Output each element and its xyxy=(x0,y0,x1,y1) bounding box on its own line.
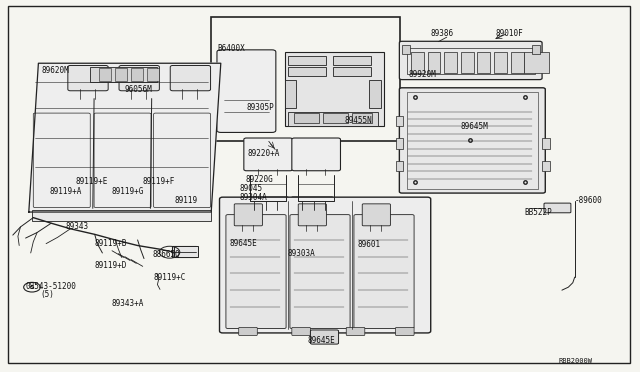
Text: 89119+C: 89119+C xyxy=(154,273,186,282)
Bar xyxy=(333,67,371,76)
Bar xyxy=(172,246,196,257)
Text: 89220G: 89220G xyxy=(245,175,273,184)
Text: 08543-51200: 08543-51200 xyxy=(26,282,76,291)
FancyBboxPatch shape xyxy=(544,203,571,213)
Text: S: S xyxy=(29,285,35,290)
Text: 89343: 89343 xyxy=(66,222,89,231)
Bar xyxy=(511,52,524,73)
Bar xyxy=(99,68,111,81)
Bar xyxy=(524,52,549,73)
Text: 89305P: 89305P xyxy=(246,103,274,112)
FancyBboxPatch shape xyxy=(226,215,286,328)
Bar xyxy=(477,52,490,73)
Bar xyxy=(444,52,457,73)
Bar xyxy=(211,17,400,141)
Bar xyxy=(396,116,403,126)
FancyBboxPatch shape xyxy=(396,327,414,336)
Text: (5): (5) xyxy=(40,290,54,299)
Bar xyxy=(285,52,384,126)
Text: 89620M: 89620M xyxy=(42,66,69,75)
Text: B6400X: B6400X xyxy=(218,44,245,53)
Bar xyxy=(542,161,550,171)
Text: BB522P: BB522P xyxy=(525,208,552,217)
FancyBboxPatch shape xyxy=(290,215,350,328)
Bar xyxy=(285,80,296,108)
FancyBboxPatch shape xyxy=(292,138,340,171)
Bar xyxy=(288,67,326,76)
Text: -89600: -89600 xyxy=(575,196,602,205)
Text: 89119: 89119 xyxy=(174,196,197,205)
Text: 89303A: 89303A xyxy=(288,249,316,258)
Bar xyxy=(402,45,410,54)
Text: 89601: 89601 xyxy=(357,240,380,249)
Text: 96056M: 96056M xyxy=(125,85,152,94)
FancyBboxPatch shape xyxy=(310,330,339,344)
Bar xyxy=(369,80,381,108)
Bar xyxy=(32,210,211,221)
Text: RBB2000W: RBB2000W xyxy=(558,358,592,364)
FancyBboxPatch shape xyxy=(220,197,431,333)
FancyBboxPatch shape xyxy=(68,65,108,91)
Text: 89119+A: 89119+A xyxy=(50,187,83,196)
Bar xyxy=(428,52,440,73)
Bar xyxy=(323,113,348,123)
Text: 89304A: 89304A xyxy=(240,193,268,202)
FancyBboxPatch shape xyxy=(291,197,333,213)
Bar xyxy=(115,68,127,81)
FancyBboxPatch shape xyxy=(399,88,545,193)
Bar xyxy=(407,48,535,74)
Bar xyxy=(396,161,403,171)
FancyBboxPatch shape xyxy=(354,215,414,328)
Text: 89645E: 89645E xyxy=(229,239,257,248)
Bar xyxy=(90,67,157,82)
Bar xyxy=(542,138,550,149)
FancyBboxPatch shape xyxy=(399,41,542,80)
Text: 89455N: 89455N xyxy=(344,116,372,125)
FancyBboxPatch shape xyxy=(298,204,326,226)
Bar xyxy=(532,45,540,54)
Bar xyxy=(147,68,159,81)
FancyBboxPatch shape xyxy=(292,327,310,336)
Text: 88665Q: 88665Q xyxy=(152,250,180,259)
FancyBboxPatch shape xyxy=(234,204,262,226)
Text: 89119+D: 89119+D xyxy=(95,262,127,270)
FancyBboxPatch shape xyxy=(244,138,292,171)
Text: 89343+A: 89343+A xyxy=(112,299,145,308)
FancyBboxPatch shape xyxy=(239,327,257,336)
Bar xyxy=(352,113,372,123)
Text: 89645E: 89645E xyxy=(307,336,335,345)
Text: 89386: 89386 xyxy=(430,29,453,38)
Text: 89119+B: 89119+B xyxy=(95,239,127,248)
Bar xyxy=(294,113,319,123)
Bar xyxy=(174,246,198,257)
Bar xyxy=(407,92,538,189)
FancyBboxPatch shape xyxy=(217,50,276,132)
Bar xyxy=(461,52,474,73)
Text: 89119+F: 89119+F xyxy=(142,177,175,186)
Bar xyxy=(494,52,507,73)
Text: 89220+A: 89220+A xyxy=(247,149,280,158)
Bar xyxy=(288,56,326,65)
FancyBboxPatch shape xyxy=(346,327,365,336)
FancyBboxPatch shape xyxy=(362,204,390,226)
Bar xyxy=(396,138,403,149)
Bar xyxy=(411,52,424,73)
Text: 89119+E: 89119+E xyxy=(76,177,108,186)
Bar xyxy=(131,68,143,81)
Text: 89045: 89045 xyxy=(240,185,263,193)
FancyBboxPatch shape xyxy=(170,65,211,91)
Bar xyxy=(333,56,371,65)
FancyBboxPatch shape xyxy=(246,197,289,213)
Polygon shape xyxy=(29,63,221,212)
Text: 89119+G: 89119+G xyxy=(112,187,145,196)
Text: 89920M: 89920M xyxy=(408,70,436,79)
Text: 89010F: 89010F xyxy=(496,29,524,38)
FancyBboxPatch shape xyxy=(119,65,159,91)
Bar xyxy=(288,112,378,126)
Text: 89645M: 89645M xyxy=(461,122,488,131)
